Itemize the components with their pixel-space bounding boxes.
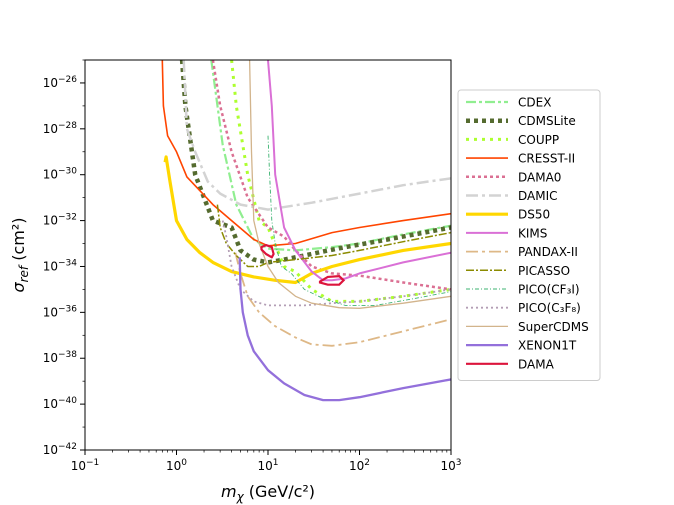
legend-label: CDEX xyxy=(518,96,551,110)
y-tick-label: 10−28 xyxy=(43,121,78,136)
y-axis-title: σref (cm²) xyxy=(9,217,31,292)
y-tick-label: 10−38 xyxy=(43,350,78,365)
y-tick-label: 10−40 xyxy=(43,396,78,411)
legend-label: DAMIC xyxy=(518,189,558,203)
legend-label: PICASSO xyxy=(518,264,570,278)
legend-item-pico-cf-i: PICO(CF₃I) xyxy=(466,283,580,297)
series-dama0-line xyxy=(211,60,451,291)
x-axis: 10−1 100 101 102 103 xyxy=(71,450,462,473)
series-layer xyxy=(161,60,451,402)
legend-label: CDMSLite xyxy=(518,114,576,128)
legend-label: XENON1T xyxy=(518,339,577,353)
series-xenon1t-line xyxy=(238,257,451,402)
y-tick-label: 10−32 xyxy=(43,213,77,228)
x-tick-label: 10−1 xyxy=(71,458,100,473)
legend-item-ds50: DS50 xyxy=(466,208,550,222)
x-tick-label: 101 xyxy=(257,458,278,473)
series-ds50-line xyxy=(163,155,451,285)
legend-item-picasso: PICASSO xyxy=(466,264,570,278)
x-tick-label: 103 xyxy=(440,458,461,473)
legend-item-pandax-ii: PANDAX-II xyxy=(466,245,578,259)
legend: CDEX CDMSLite COUPP CRESST-II DAMA0 DAMIC DS50… xyxy=(457,89,601,381)
legend-item-dama0: DAMA0 xyxy=(466,170,561,184)
legend-item-kims: KIMS xyxy=(466,226,547,240)
series-pico-cf-i-line xyxy=(267,135,451,306)
series-damic-line xyxy=(182,60,451,211)
legend-label: PANDAX-II xyxy=(518,245,578,259)
legend-item-cdmslite: CDMSLite xyxy=(466,114,576,128)
y-tick-label: 10−26 xyxy=(43,75,78,90)
y-axis: 10−26 10−28 10−30 10−32 10−34 10−36 10−38 10−40… xyxy=(43,59,85,457)
legend-label: DAMA xyxy=(518,357,555,371)
legend-label: DAMA0 xyxy=(518,170,561,184)
series-cdex-line xyxy=(210,60,451,252)
y-tick-label: 10−36 xyxy=(43,304,78,319)
legend-label: PICO(C₃F₈) xyxy=(518,301,581,315)
legend-label: CRESST-II xyxy=(518,152,575,166)
legend-label: KIMS xyxy=(518,226,547,240)
y-tick-label: 10−30 xyxy=(43,167,78,182)
x-axis-title: mχ (GeV/c²) xyxy=(221,482,315,504)
legend-item-dama: DAMA xyxy=(466,357,555,371)
legend-item-cresst-ii: CRESST-II xyxy=(466,152,575,166)
y-tick-label: 10−42 xyxy=(43,442,77,457)
legend-label: SuperCDMS xyxy=(518,320,589,334)
series-dama-region-2 xyxy=(318,274,346,286)
legend-item-cdex: CDEX xyxy=(466,96,551,110)
series-cresst-ii-line xyxy=(161,60,451,247)
legend-label: COUPP xyxy=(518,133,559,147)
legend-frame xyxy=(457,89,601,381)
legend-label: PICO(CF₃I) xyxy=(518,283,580,297)
x-tick-label: 102 xyxy=(349,458,370,473)
x-tick-label: 100 xyxy=(166,458,187,473)
legend-label: DS50 xyxy=(518,208,550,222)
y-tick-label: 10−34 xyxy=(43,258,78,273)
series-cdmslite-line xyxy=(179,60,451,265)
series-kims-line xyxy=(267,60,451,282)
series-supercdms-line xyxy=(248,60,451,309)
legend-item-xenon1t: XENON1T xyxy=(466,339,577,353)
series-pico-c-f-line xyxy=(221,220,451,307)
series-picasso-line xyxy=(216,204,451,268)
series-coupp-line xyxy=(230,60,451,303)
series-dama-line xyxy=(260,244,275,259)
legend-item-coupp: COUPP xyxy=(466,133,559,147)
legend-item-supercdms: SuperCDMS xyxy=(466,320,589,334)
legend-item-pico-c-f: PICO(C₃F₈) xyxy=(466,301,581,315)
legend-item-damic: DAMIC xyxy=(466,189,558,203)
